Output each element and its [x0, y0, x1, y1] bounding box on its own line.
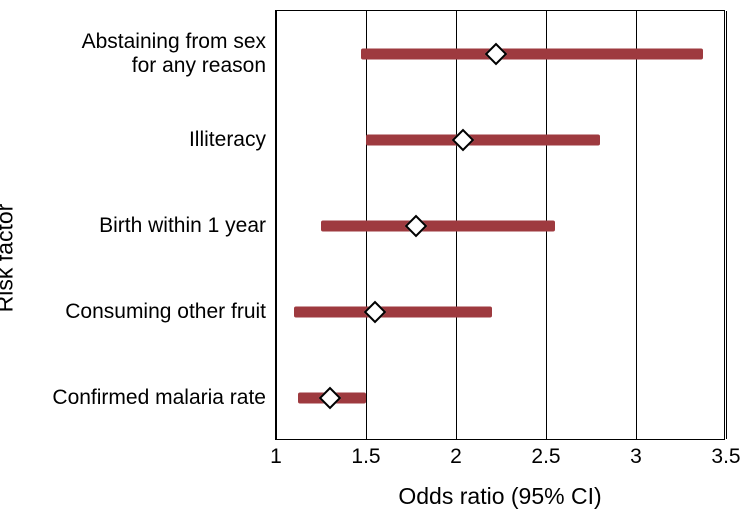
point-estimate-marker: [364, 301, 387, 324]
risk-factor-label: Consuming other fruit: [65, 300, 276, 324]
point-estimate-marker: [484, 43, 507, 66]
ci-bar: [294, 307, 492, 318]
ci-bar: [361, 49, 703, 60]
risk-factor-label: Abstaining from sex for any reason: [82, 30, 276, 78]
ci-bar: [321, 221, 555, 232]
x-gridline: [726, 11, 727, 439]
x-tick-label: 3.5: [711, 445, 740, 469]
x-tick-label: 2: [450, 445, 462, 469]
x-tick-label: 1: [270, 445, 282, 469]
forest-plot: Risk factor Odds ratio (95% CI) 11.522.5…: [0, 0, 747, 516]
risk-factor-label: Birth within 1 year: [99, 214, 276, 238]
x-gridline: [636, 11, 637, 439]
risk-factor-label: Illiteracy: [189, 128, 276, 152]
x-tick-label: 2.5: [531, 445, 560, 469]
y-axis-label: Risk factor: [0, 204, 19, 313]
point-estimate-marker: [405, 215, 428, 238]
x-tick-label: 3: [630, 445, 642, 469]
x-gridline: [276, 11, 277, 439]
ci-bar: [366, 135, 600, 146]
risk-factor-label: Confirmed malaria rate: [52, 386, 276, 410]
x-axis-label: Odds ratio (95% CI): [398, 483, 601, 510]
x-tick-label: 1.5: [351, 445, 380, 469]
plot-area: Odds ratio (95% CI) 11.522.533.5Abstaini…: [275, 10, 725, 440]
point-estimate-marker: [319, 387, 342, 410]
